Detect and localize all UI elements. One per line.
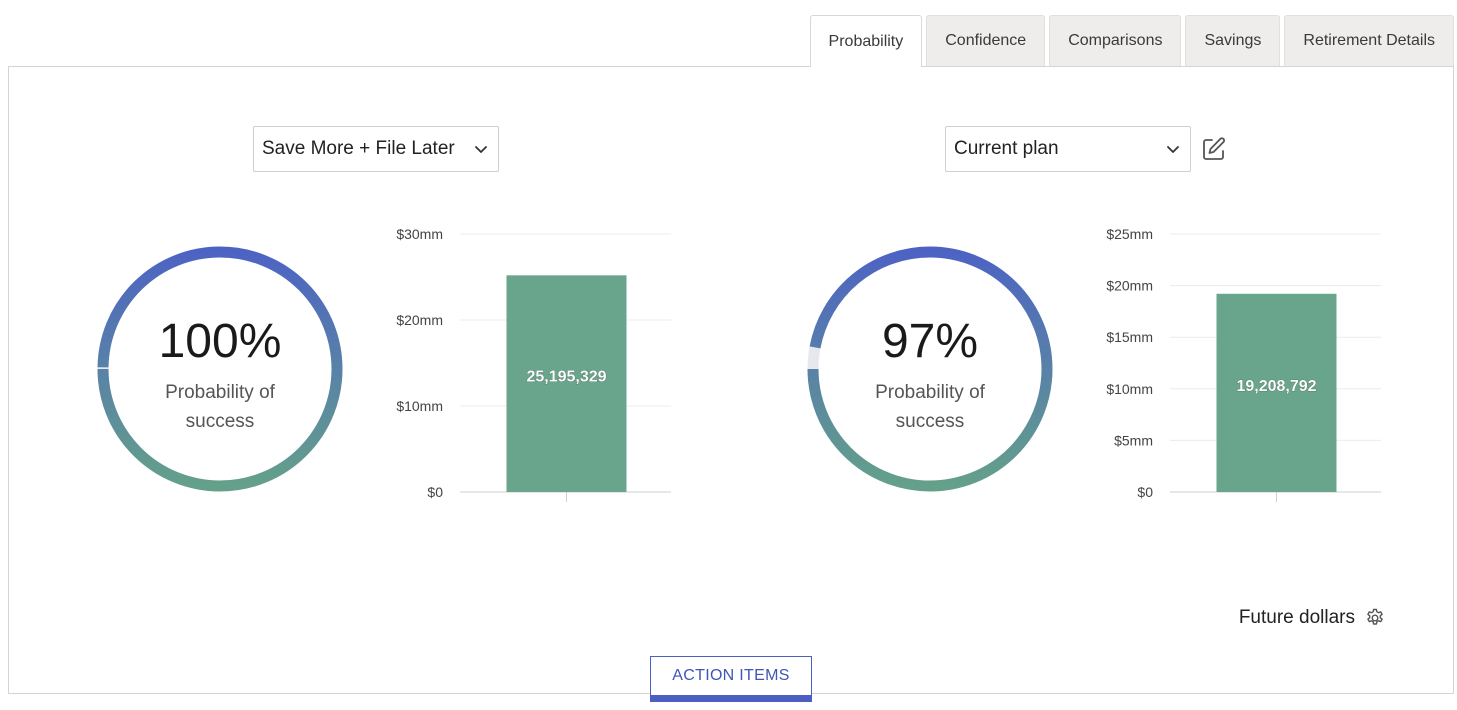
plan-select-left[interactable]: Save More + File Later [253, 126, 499, 172]
y-tick-label: $20mm [396, 312, 443, 328]
y-tick-label: $5mm [1114, 432, 1153, 448]
bar-chart-left-svg: $0 $10mm $20mm $30mm 25,195,329 [396, 226, 671, 502]
y-tick-label: $15mm [1106, 329, 1153, 345]
plan-select-right[interactable]: Current plan [945, 126, 1191, 172]
tab-probability[interactable]: Probability [809, 15, 923, 67]
ring-progress-left [97, 246, 343, 492]
dollar-mode-setting: Future dollars [1239, 607, 1385, 629]
bar-value-label-right: 19,208,792 [1236, 378, 1316, 395]
y-tick-label: $20mm [1106, 278, 1153, 294]
chevron-down-icon [1166, 142, 1180, 156]
bar-chart-right-svg: $0 $5mm $10mm $15mm $20mm $25mm 19,208,792 [1106, 226, 1381, 502]
tab-bar: Probability Confidence Comparisons Savin… [809, 15, 1454, 67]
tab-confidence[interactable]: Confidence [926, 15, 1046, 66]
edit-icon[interactable] [1201, 136, 1227, 162]
probability-label-right: Probability of success [875, 382, 985, 432]
probability-gauge-right: 97% Probability of success [805, 244, 1055, 494]
content-panel [8, 66, 1454, 694]
bar-chart-left: $0 $10mm $20mm $30mm 25,195,329 [380, 220, 680, 520]
bar-left [506, 275, 627, 492]
probability-ring-right [807, 246, 1053, 492]
tab-retirement-details[interactable]: Retirement Details [1284, 15, 1454, 66]
y-tick-label: $10mm [1106, 381, 1153, 397]
y-tick-label: $0 [427, 484, 443, 500]
plan-select-right-value: Current plan [954, 138, 1059, 159]
ring-progress-right [807, 246, 1053, 492]
plan-select-left-value: Save More + File Later [262, 138, 455, 159]
bar-right [1216, 293, 1337, 492]
bar-value-label-left: 25,195,329 [526, 369, 606, 386]
probability-gauge-left: 100% Probability of success [95, 244, 345, 494]
probability-value-right: 97% [881, 315, 979, 368]
dollar-mode-label: Future dollars [1238, 607, 1355, 628]
gear-icon[interactable] [1365, 608, 1385, 628]
probability-ring-left [97, 246, 343, 492]
probability-label-left: Probability of success [165, 382, 275, 432]
y-tick-label: $30mm [396, 226, 443, 242]
y-tick-label: $25mm [1106, 226, 1153, 242]
tab-comparisons[interactable]: Comparisons [1049, 15, 1182, 66]
probability-value-left: 100% [158, 315, 282, 368]
y-tick-label: $10mm [396, 398, 443, 414]
action-items-button[interactable]: ACTION ITEMS [650, 656, 812, 702]
bar-chart-right: $0 $5mm $10mm $15mm $20mm $25mm 19,208,792 [1090, 220, 1390, 520]
chevron-down-icon [474, 142, 488, 156]
tab-savings[interactable]: Savings [1185, 15, 1281, 66]
y-tick-label: $0 [1137, 484, 1153, 500]
